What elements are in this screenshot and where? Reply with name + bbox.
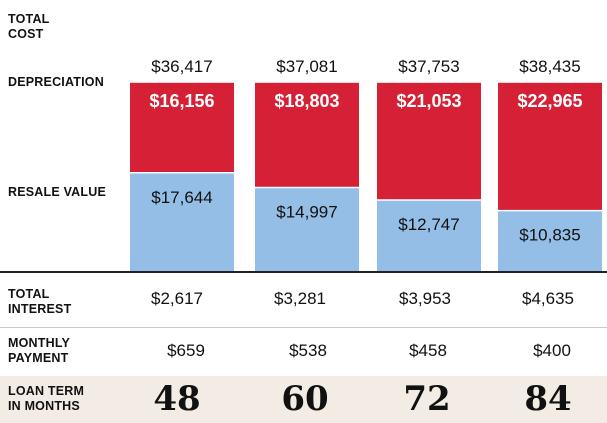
depreciation-value-60: $18,803 xyxy=(274,91,339,111)
resale-value-72: $12,747 xyxy=(398,215,459,234)
monthly-payment-84: $400 xyxy=(533,341,571,360)
resale-bar-72 xyxy=(377,200,481,271)
resale-bar-84 xyxy=(498,210,602,271)
chart-baseline xyxy=(0,271,607,273)
depreciation-value-72: $21,053 xyxy=(396,91,461,111)
total-interest-84: $4,635 xyxy=(522,289,574,308)
total-interest-72: $3,953 xyxy=(399,289,451,308)
resale-bar-60 xyxy=(255,187,359,271)
depreciation-label: DEPRECIATION xyxy=(8,75,104,89)
loan-term-48: 48 xyxy=(153,379,201,419)
depreciation-bar-84 xyxy=(498,82,602,211)
total-interest-60: $3,281 xyxy=(274,289,326,308)
monthly-payment-label: MONTHLY PAYMENT xyxy=(8,336,71,365)
depreciation-bar-60 xyxy=(255,82,359,188)
resale-bar-48 xyxy=(130,172,234,271)
loan-term-band xyxy=(0,376,607,423)
total-cost-72: $37,753 xyxy=(398,57,459,76)
total-cost-label: TOTAL COST xyxy=(8,12,50,41)
loan-term-84: 84 xyxy=(524,379,572,419)
resale-value-60: $14,997 xyxy=(276,202,337,221)
total-interest-48: $2,617 xyxy=(151,289,203,308)
loan-term-label: LOAN TERM IN MONTHS xyxy=(8,384,85,413)
resale-value-84: $10,835 xyxy=(519,226,580,245)
total-cost-48: $36,417 xyxy=(151,57,212,76)
row-divider xyxy=(0,327,607,328)
depreciation-bar-48 xyxy=(130,82,234,173)
stacked-bar-chart: $36,417 $16,156 $17,644 $37,081 $18,803 $14,9… xyxy=(0,57,607,273)
total-cost-84: $38,435 xyxy=(519,57,580,76)
resale-value-48: $17,644 xyxy=(151,188,212,207)
loan-term-60: 60 xyxy=(281,379,329,419)
monthly-payment-60: $538 xyxy=(289,341,327,360)
depreciation-value-48: $16,156 xyxy=(149,91,214,111)
total-interest-label: TOTAL INTEREST xyxy=(8,287,72,316)
depreciation-bar-72 xyxy=(377,82,481,201)
monthly-payment-72: $458 xyxy=(409,341,447,360)
resale-value-label: RESALE VALUE xyxy=(8,185,107,199)
loan-term-72: 72 xyxy=(403,379,451,419)
depreciation-value-84: $22,965 xyxy=(517,91,582,111)
total-cost-60: $37,081 xyxy=(276,57,337,76)
monthly-payment-48: $659 xyxy=(167,341,205,360)
